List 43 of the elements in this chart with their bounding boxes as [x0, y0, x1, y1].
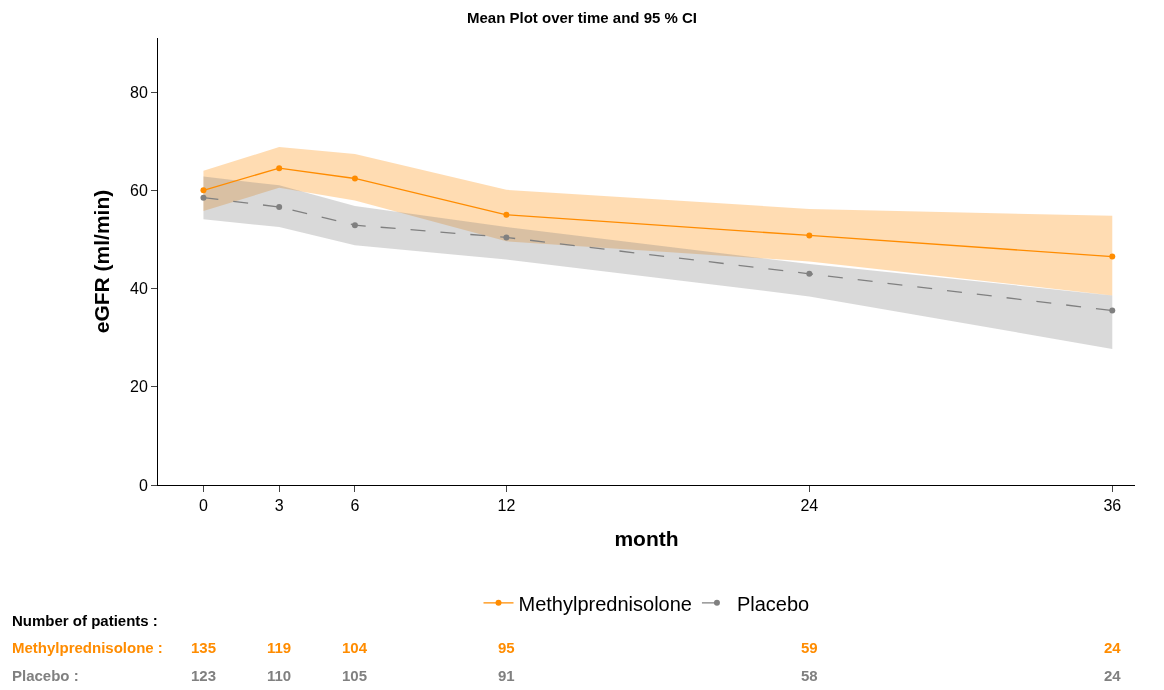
text: Number of patients : — [12, 612, 158, 629]
point — [806, 232, 813, 239]
point — [503, 211, 510, 218]
y-tick-label: 0 — [138, 476, 148, 494]
text: 123 — [191, 667, 217, 684]
y-axis-title: eGFR (ml/min) — [90, 189, 114, 334]
text: 59 — [801, 639, 818, 656]
point — [1109, 253, 1116, 260]
x-tick-label: 24 — [800, 497, 819, 515]
point — [806, 270, 813, 277]
x-axis-title: month — [614, 527, 679, 551]
text: 105 — [342, 667, 368, 684]
text: 135 — [191, 639, 217, 656]
point — [503, 234, 510, 241]
text: 110 — [267, 667, 292, 684]
legend-label: Placebo — [736, 592, 810, 615]
text: Placebo : — [12, 667, 79, 684]
point — [351, 175, 358, 182]
text: 104 — [342, 639, 368, 656]
x-tick-label: 36 — [1103, 497, 1122, 515]
text: 91 — [498, 667, 515, 684]
chart-title: Mean Plot over time and 95 % CI — [466, 9, 698, 27]
point — [200, 194, 207, 201]
point — [200, 187, 207, 194]
x-tick-label: 3 — [274, 497, 284, 515]
text: 58 — [801, 667, 818, 684]
text: Methylprednisolone : — [12, 639, 163, 656]
x-tick-label: 12 — [497, 497, 516, 515]
y-tick-label: 60 — [130, 181, 148, 199]
text: 119 — [267, 639, 292, 656]
text: 24 — [1104, 667, 1122, 684]
y-tick-label: 20 — [130, 378, 148, 396]
x-tick-label: 6 — [350, 497, 360, 515]
point — [276, 203, 283, 210]
text: 95 — [498, 639, 515, 656]
point — [1109, 307, 1116, 314]
point — [276, 165, 283, 172]
x-tick-label: 0 — [198, 497, 208, 515]
point — [351, 222, 358, 229]
y-tick-label: 40 — [130, 280, 148, 298]
text: 24 — [1104, 639, 1122, 656]
legend-label: Methylprednisolone — [518, 592, 692, 615]
y-tick-label: 80 — [130, 83, 148, 101]
